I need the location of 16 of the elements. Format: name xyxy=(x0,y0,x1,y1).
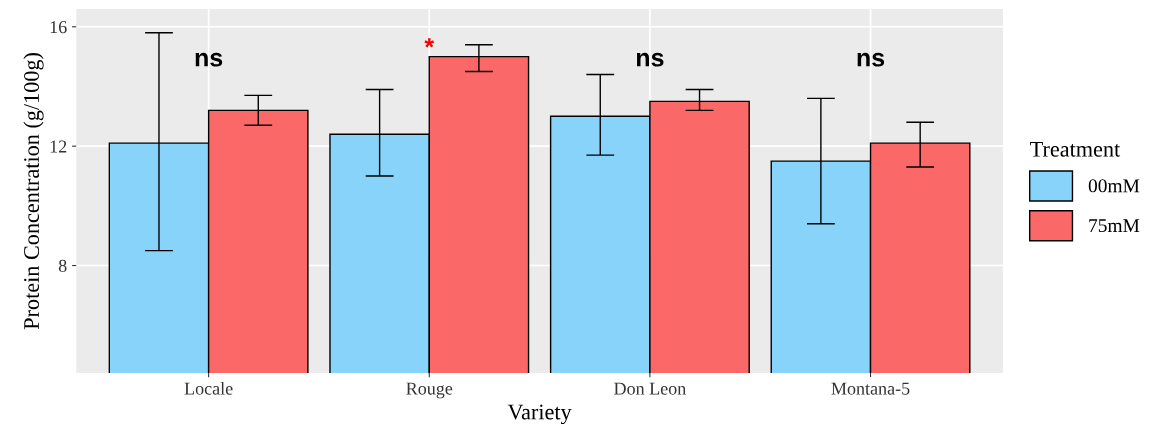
annotation: ns xyxy=(857,52,885,67)
y-tick-label: 16 xyxy=(50,21,67,34)
y-tick-label: 12 xyxy=(50,140,67,153)
x-tick-label: Don Leon xyxy=(614,382,686,395)
legend-label: 00mM xyxy=(1088,179,1140,193)
annotation: ns xyxy=(195,52,223,67)
legend-title: Treatment xyxy=(1030,141,1121,157)
x-tick-label: Rouge xyxy=(406,382,453,399)
x-tick-label: Locale xyxy=(184,381,233,395)
annotation: ns xyxy=(636,52,664,67)
y-tick-label: 8 xyxy=(58,259,67,272)
annotation: * xyxy=(424,38,435,48)
x-axis-title: Variety xyxy=(507,404,572,425)
legend-label: 75mM xyxy=(1089,219,1140,233)
x-tick-label: Montana-5 xyxy=(831,382,910,395)
y-axis-title: Protein Concentration (g/100g) xyxy=(23,53,44,330)
